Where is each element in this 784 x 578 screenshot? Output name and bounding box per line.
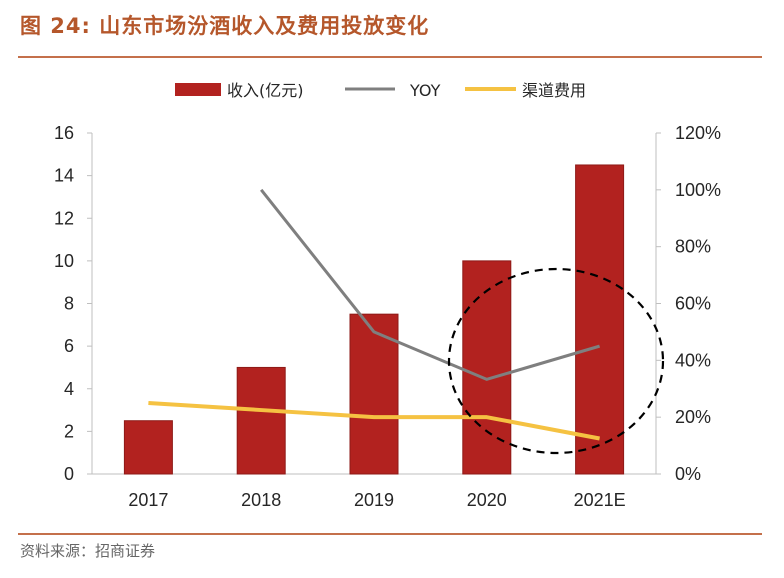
right-tick-label: 60% (675, 294, 711, 314)
x-tick-label: 2021E (574, 490, 626, 510)
left-tick-label: 8 (64, 294, 74, 314)
left-tick-label: 16 (54, 123, 74, 143)
left-tick-label: 4 (64, 379, 74, 399)
highlight-dashed-circle (447, 267, 665, 455)
source-note: 资料来源：招商证券 (20, 542, 156, 560)
left-tick-label: 2 (64, 421, 74, 441)
figure-title-text: 山东市场汾酒收入及费用投放变化 (99, 14, 430, 38)
bar-2021E (575, 164, 625, 475)
bar-2018 (236, 366, 286, 475)
left-tick-label: 0 (64, 464, 74, 484)
right-tick-label: 120% (675, 123, 721, 143)
legend-label-revenue: 收入(亿元) (227, 81, 304, 100)
yoy-line (260, 188, 601, 381)
bar-2019 (349, 313, 399, 475)
right-tick-label: 20% (675, 407, 711, 427)
right-tick-label: 100% (675, 180, 721, 200)
right-tick-label: 40% (675, 350, 711, 370)
x-tick-label: 2020 (467, 490, 507, 510)
figure-label: 图 24: (20, 14, 91, 38)
bar-2017 (123, 420, 173, 475)
x-tick-label: 2019 (354, 490, 394, 510)
top-rule (18, 56, 762, 58)
x-tick-label: 2017 (128, 490, 168, 510)
left-tick-label: 6 (64, 336, 74, 356)
legend: 收入(亿元) YOY 渠道费用 (175, 81, 586, 100)
legend-swatch-revenue (175, 83, 221, 96)
figure-title: 图 24: 山东市场汾酒收入及费用投放变化 (20, 10, 429, 40)
right-tick-label: 80% (675, 237, 711, 257)
legend-label-channel: 渠道费用 (522, 81, 586, 100)
right-tick-label: 0% (675, 464, 701, 484)
left-tick-label: 12 (54, 208, 74, 228)
bar-2020 (462, 260, 512, 475)
legend-label-yoy: YOY (409, 81, 441, 100)
left-tick-label: 14 (54, 166, 74, 186)
x-tick-label: 2018 (241, 490, 281, 510)
left-tick-label: 10 (54, 251, 74, 271)
bottom-rule (18, 533, 762, 535)
